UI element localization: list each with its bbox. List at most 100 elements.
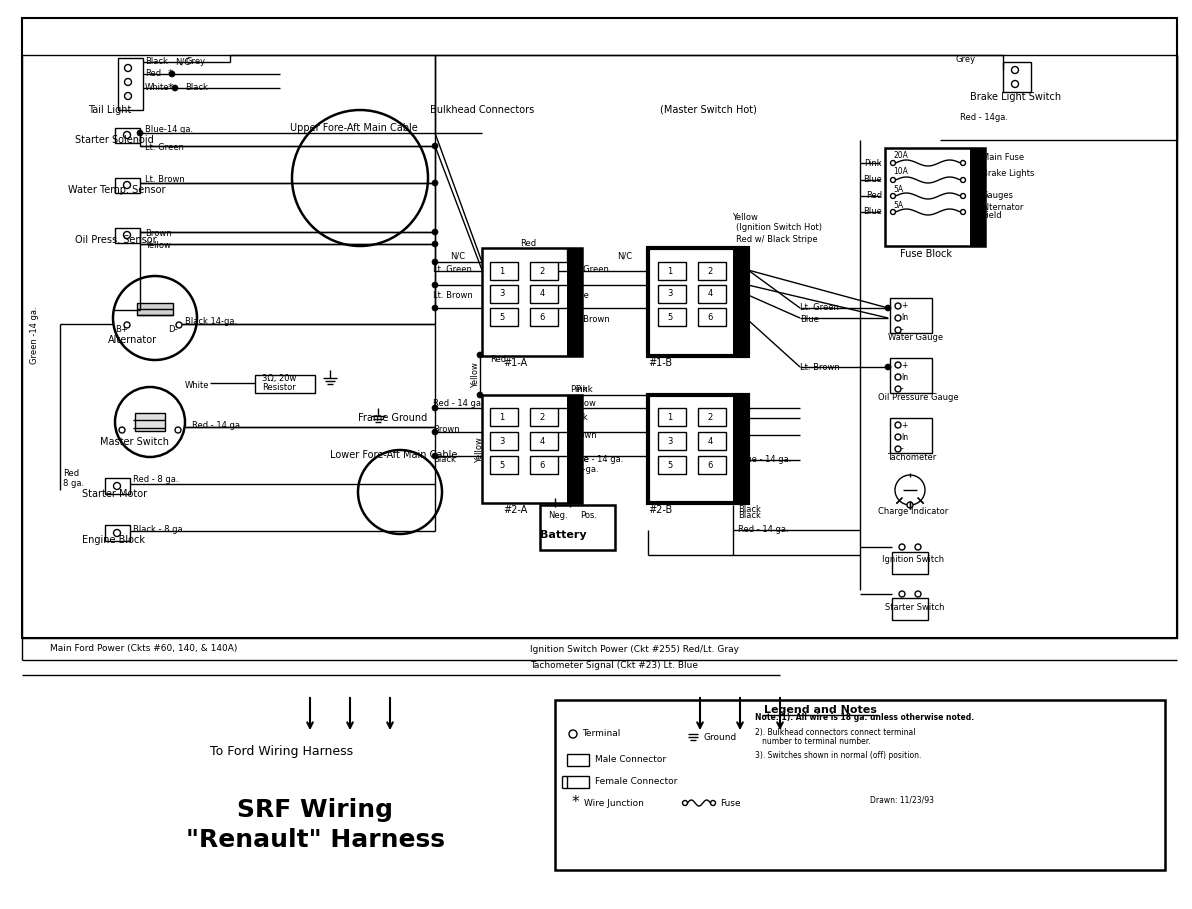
Point — [837, 771, 856, 785]
Point — [926, 813, 945, 827]
Point — [704, 783, 724, 797]
Point — [1035, 699, 1054, 714]
Point — [1118, 789, 1137, 804]
Point — [884, 783, 904, 797]
Point — [908, 729, 927, 744]
Point — [975, 801, 994, 815]
Point — [1070, 746, 1089, 761]
Point — [614, 783, 633, 797]
Point — [681, 843, 700, 857]
Text: Water Gauge: Water Gauge — [888, 334, 943, 343]
Point — [938, 734, 957, 749]
Point — [1058, 831, 1078, 845]
Point — [1130, 729, 1149, 744]
Point — [1064, 789, 1084, 804]
Point — [843, 813, 862, 827]
Point — [843, 734, 862, 749]
Point — [1088, 699, 1107, 714]
Point — [722, 759, 741, 774]
Point — [843, 746, 862, 761]
Point — [920, 819, 939, 834]
Point — [669, 813, 688, 827]
Point — [867, 806, 886, 821]
Point — [746, 819, 765, 834]
Point — [782, 819, 801, 834]
Point — [1047, 729, 1066, 744]
Point — [855, 771, 874, 785]
Point — [1088, 819, 1107, 834]
Point — [920, 801, 939, 815]
Point — [807, 854, 826, 869]
Point — [608, 783, 627, 797]
Point — [1100, 734, 1119, 749]
Point — [590, 771, 609, 785]
Point — [710, 806, 730, 821]
Point — [1041, 831, 1060, 845]
Point — [1047, 759, 1066, 774]
Point — [608, 849, 627, 864]
Point — [710, 861, 730, 875]
Point — [614, 711, 633, 725]
Point — [722, 789, 741, 804]
Point — [602, 764, 621, 779]
Point — [801, 704, 820, 719]
Point — [908, 843, 927, 857]
Point — [968, 861, 987, 875]
Point — [548, 783, 567, 797]
Point — [902, 789, 921, 804]
Point — [1053, 794, 1072, 809]
Point — [770, 716, 789, 731]
Point — [657, 849, 676, 864]
Point — [1094, 711, 1113, 725]
Point — [633, 723, 652, 737]
Point — [734, 831, 753, 845]
Point — [831, 764, 850, 779]
Point — [1142, 819, 1161, 834]
Point — [968, 704, 987, 719]
Point — [770, 704, 789, 719]
Point — [861, 746, 880, 761]
Point — [902, 794, 921, 809]
Point — [794, 759, 813, 774]
Point — [1011, 819, 1030, 834]
Point — [807, 716, 826, 731]
Point — [1124, 836, 1143, 851]
Point — [932, 794, 951, 809]
Point — [1041, 776, 1060, 791]
Point — [1112, 711, 1131, 725]
Point — [1124, 759, 1143, 774]
Point — [1112, 729, 1131, 744]
Point — [1142, 849, 1161, 864]
Point — [1047, 711, 1066, 725]
Point — [999, 843, 1018, 857]
Point — [938, 789, 957, 804]
Point — [788, 806, 807, 821]
Circle shape — [895, 327, 901, 333]
Circle shape — [890, 177, 895, 183]
Point — [590, 854, 609, 869]
Point — [1094, 723, 1113, 737]
Point — [669, 711, 688, 725]
Point — [813, 764, 832, 779]
Point — [807, 723, 826, 737]
Point — [1142, 861, 1161, 875]
Point — [1136, 759, 1155, 774]
Point — [554, 776, 573, 791]
Point — [633, 776, 652, 791]
Point — [1017, 843, 1036, 857]
Point — [782, 794, 801, 809]
Point — [728, 783, 747, 797]
Point — [687, 824, 706, 839]
Point — [813, 801, 832, 815]
Point — [669, 704, 688, 719]
Point — [968, 794, 987, 809]
Bar — [530, 456, 558, 474]
Point — [681, 861, 700, 875]
Point — [956, 854, 975, 869]
Point — [1082, 723, 1101, 737]
Circle shape — [432, 282, 437, 288]
Point — [975, 734, 994, 749]
Point — [890, 836, 909, 851]
Point — [1112, 854, 1131, 869]
Point — [849, 836, 868, 851]
